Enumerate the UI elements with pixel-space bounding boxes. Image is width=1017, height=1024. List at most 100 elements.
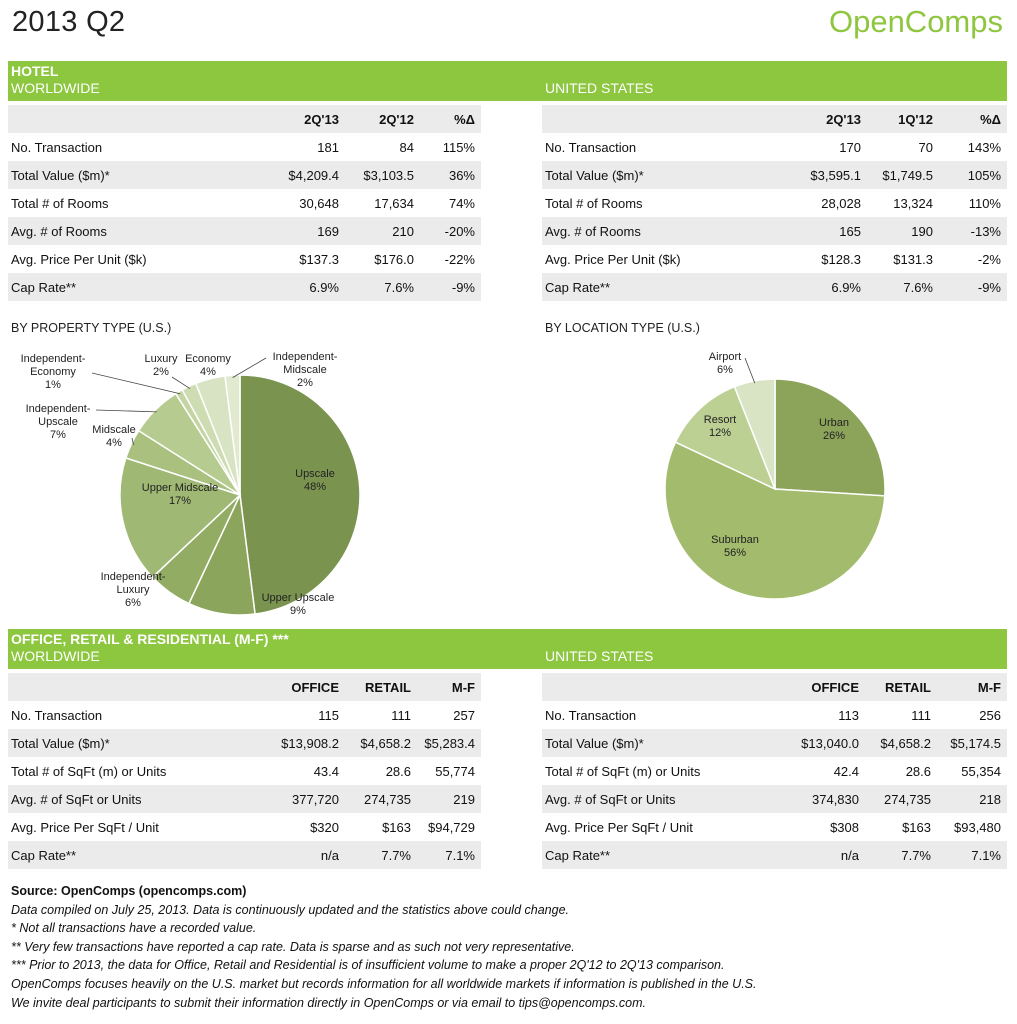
table-row: Total Value ($m)* $13,908.2 $4,658.2 $5,283… — [8, 729, 481, 757]
table-cell: n/a — [253, 841, 345, 869]
table-row: Avg. Price Per SqFt / Unit $308 $163 $93,48… — [542, 813, 1007, 841]
leader-line — [131, 437, 134, 446]
row-label: Avg. # of SqFt or Units — [542, 785, 764, 813]
slice-label: Independent-Economy 1% — [21, 353, 86, 391]
row-label: Total # of Rooms — [545, 195, 643, 211]
table-cell: 28.6 — [385, 763, 411, 779]
row-label: Total Value ($m)* — [542, 161, 777, 189]
table-cell: 170 — [839, 139, 861, 155]
column-header: RETAIL — [865, 673, 937, 701]
table-cell: 6.9% — [777, 273, 867, 301]
table-row: No. Transaction 113 111 256 — [542, 701, 1007, 729]
table-cell: 70 — [918, 139, 933, 155]
table-cell: $163 — [382, 819, 411, 835]
leader-line — [171, 376, 191, 389]
pie-slice — [119, 456, 242, 579]
orr-band: OFFICE, RETAIL & RESIDENTIAL (M-F) *** W… — [8, 629, 1007, 669]
table-cell: 28,028 — [821, 195, 861, 211]
table-cell: 374,830 — [764, 785, 865, 813]
table-cell: 115% — [442, 139, 475, 155]
table-cell: $3,103.5 — [345, 161, 420, 189]
table-cell: 115 — [318, 707, 339, 723]
table-cell: 43.4 — [313, 763, 339, 779]
row-label: Avg. Price Per Unit ($k) — [545, 251, 681, 267]
column-header: 2Q'13 — [777, 105, 867, 133]
table-cell: 143% — [967, 139, 1001, 155]
slice-label: Urban 26% — [819, 417, 849, 442]
table-cell: $93,480 — [954, 819, 1001, 835]
table-cell: -9% — [420, 273, 481, 301]
slice-label: Airport 6% — [709, 351, 741, 376]
orr-us-table: OFFICE RETAIL M-F No. Transaction 113 111 256 T… — [542, 673, 1007, 869]
table-cell: 55,354 — [961, 763, 1001, 779]
table-cell: 111 — [911, 707, 931, 723]
table-cell: $1,749.5 — [867, 161, 939, 189]
table-cell: $4,209.4 — [255, 161, 345, 189]
row-label: No. Transaction — [11, 707, 103, 723]
source-line: Source: OpenComps (opencomps.com) — [11, 884, 247, 898]
column-header: RETAIL — [345, 673, 417, 701]
table-row: Avg. # of SqFt or Units 374,830 274,735 218 — [542, 785, 1007, 813]
column-header: OFFICE — [764, 673, 865, 701]
footnotes: Source: OpenComps (opencomps.com) Data c… — [11, 882, 756, 1012]
column-header — [8, 105, 255, 133]
row-label: No. Transaction — [545, 139, 637, 155]
table-cell: 274,735 — [865, 785, 937, 813]
column-header — [8, 673, 253, 701]
location-chart-label: BY LOCATION TYPE (U.S.) — [545, 321, 700, 335]
table-cell: $176.0 — [374, 251, 414, 267]
slice-label: Upper Upscale 9% — [262, 592, 335, 617]
slice-label: Upper Midscale 17% — [142, 482, 218, 507]
footnote-line: Data compiled on July 25, 2013. Data is … — [11, 902, 569, 917]
table-row: Total Value ($m)* $3,595.1 $1,749.5 105% — [542, 161, 1007, 189]
slice-label: Independent-Upscale 7% — [26, 403, 91, 441]
table-cell: $163 — [902, 819, 931, 835]
table-cell: 55,774 — [435, 763, 475, 779]
hotel-us-label: UNITED STATES — [545, 80, 654, 96]
row-label: Cap Rate** — [8, 273, 255, 301]
column-header — [542, 673, 764, 701]
table-row: Total Value ($m)* $4,209.4 $3,103.5 36% — [8, 161, 481, 189]
slice-label: Resort 12% — [704, 414, 736, 439]
leader-line — [95, 409, 157, 413]
slice-label: Midscale 4% — [92, 424, 135, 449]
footnote-line: *** Prior to 2013, the data for Office, … — [11, 958, 725, 973]
column-header: 1Q'12 — [867, 105, 939, 133]
pie-slice — [224, 374, 241, 496]
table-cell: 210 — [345, 217, 420, 245]
table-cell: 181 — [317, 139, 339, 155]
table-cell: -13% — [939, 217, 1007, 245]
row-label: Total # of SqFt (m) or Units — [545, 763, 701, 779]
table-cell: $4,658.2 — [345, 729, 417, 757]
table-cell: 30,648 — [299, 195, 339, 211]
table-cell: n/a — [764, 841, 865, 869]
property-type-pie-chart: Upscale 48% Upper Upscale 9% Independent-Lux… — [21, 351, 361, 617]
slice-label: Suburban 56% — [711, 534, 759, 559]
column-header: 2Q'13 — [255, 105, 345, 133]
table-row: Avg. # of Rooms 169 210 -20% — [8, 217, 481, 245]
column-header: M-F — [937, 673, 1007, 701]
table-row: Cap Rate** 6.9% 7.6% -9% — [8, 273, 481, 301]
table-cell: 377,720 — [253, 785, 345, 813]
hotel-band: HOTEL WORLDWIDE UNITED STATES — [8, 61, 1007, 101]
table-cell: 274,735 — [345, 785, 417, 813]
row-label: Total # of SqFt (m) or Units — [11, 763, 167, 779]
table-cell: -2% — [977, 251, 1001, 267]
table-cell: $5,174.5 — [937, 729, 1007, 757]
table-cell: 190 — [867, 217, 939, 245]
table-cell: 111 — [391, 707, 411, 723]
row-label: Cap Rate** — [8, 841, 253, 869]
column-header: OFFICE — [253, 673, 345, 701]
table-cell: 7.6% — [345, 273, 420, 301]
table-cell: $94,729 — [428, 819, 475, 835]
row-label: Avg. Price Per SqFt / Unit — [11, 819, 159, 835]
table-cell: $13,040.0 — [764, 729, 865, 757]
row-label: Cap Rate** — [542, 273, 777, 301]
table-cell: -20% — [420, 217, 481, 245]
table-cell: 7.6% — [867, 273, 939, 301]
column-header: M-F — [417, 673, 481, 701]
footnote-line: ** Very few transactions have reported a… — [11, 939, 575, 954]
table-cell: 7.7% — [865, 841, 937, 869]
table-row: No. Transaction 181 84 115% — [8, 133, 481, 161]
table-cell: 257 — [453, 707, 475, 723]
